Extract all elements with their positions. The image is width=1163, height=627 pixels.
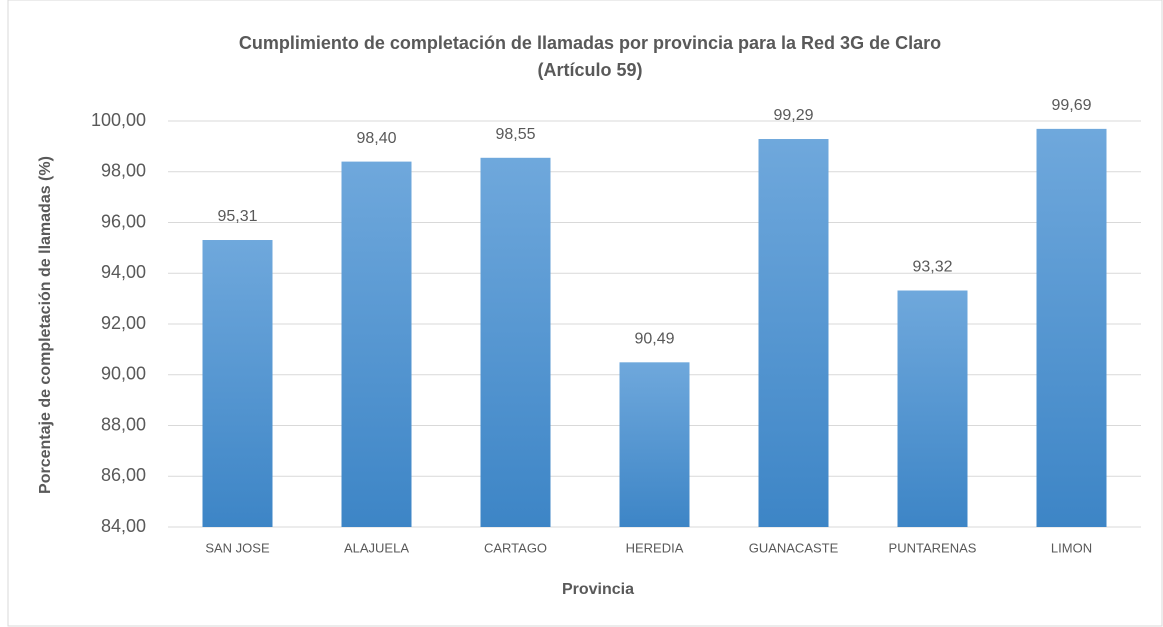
- bar: [619, 362, 690, 527]
- bar: [897, 290, 968, 527]
- y-tick-label: 86,00: [101, 465, 146, 485]
- data-label: 99,29: [773, 107, 813, 124]
- x-tick-label: CARTAGO: [484, 540, 547, 555]
- bar: [202, 240, 273, 528]
- x-tick-label: HEREDIA: [626, 540, 684, 555]
- data-label: 93,32: [912, 259, 952, 276]
- data-label: 95,31: [217, 208, 257, 225]
- x-tick-label: GUANACASTE: [749, 540, 839, 555]
- y-tick-label: 96,00: [101, 211, 146, 231]
- x-tick-label: PUNTARENAS: [889, 540, 977, 555]
- y-axis-label: Porcentaje de completación de llamadas (…: [37, 156, 54, 494]
- x-tick-label: LIMON: [1051, 540, 1092, 555]
- x-axis-label: Provincia: [562, 581, 634, 598]
- data-label: 98,40: [356, 130, 396, 147]
- bar: [341, 161, 412, 527]
- y-tick-label: 98,00: [101, 161, 146, 181]
- x-tick-label: ALAJUELA: [344, 540, 409, 555]
- y-tick-label: 100,00: [91, 110, 146, 130]
- bar: [758, 139, 829, 528]
- y-tick-label: 90,00: [101, 364, 146, 384]
- chart-frame: [7, 0, 1163, 627]
- data-label: 98,55: [495, 126, 535, 143]
- chart-title: (Artículo 59): [537, 60, 642, 80]
- data-label: 90,49: [634, 331, 674, 348]
- chart-title: Cumplimiento de completación de llamadas…: [239, 33, 941, 53]
- y-tick-label: 84,00: [101, 516, 146, 536]
- y-tick-label: 92,00: [101, 313, 146, 333]
- y-tick-label: 94,00: [101, 262, 146, 282]
- y-tick-label: 88,00: [101, 414, 146, 434]
- bar: [480, 157, 551, 527]
- data-label: 99,69: [1051, 97, 1091, 114]
- bar: [1036, 128, 1107, 527]
- x-tick-label: SAN JOSE: [205, 540, 270, 555]
